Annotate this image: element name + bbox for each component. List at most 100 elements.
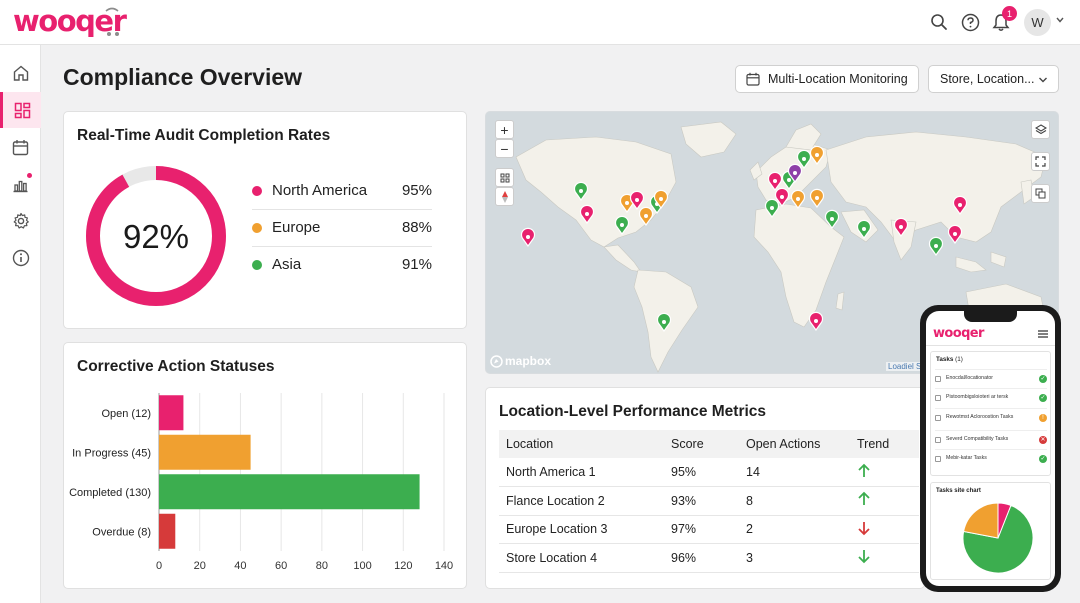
bar-chart-icon	[13, 180, 28, 192]
phone-notch	[964, 311, 1017, 322]
table-row[interactable]: Flance Location 2 93% 8	[499, 486, 919, 516]
corrective-card-title: Corrective Action Statuses	[77, 358, 275, 375]
zoom-in-button[interactable]: +	[495, 120, 514, 139]
audit-donut-chart	[86, 166, 226, 306]
phone-task-item[interactable]: Pistoombigsloioteri ar tersk ✓	[935, 388, 1047, 406]
score-cell: 96%	[664, 543, 739, 573]
store-location-select[interactable]: Store, Location...	[928, 65, 1059, 93]
calendar-icon	[746, 72, 760, 86]
x-tick-label: 0	[156, 560, 162, 572]
error-status-icon: ✕	[1039, 435, 1047, 444]
legend-label: Europe	[272, 219, 321, 236]
map-pin	[629, 190, 645, 211]
calendar-icon	[12, 139, 29, 155]
category-label: Overdue (8)	[92, 526, 151, 538]
trend-cell	[850, 543, 919, 573]
page-title: Compliance Overview	[63, 64, 303, 90]
notification-badge: 1	[1002, 6, 1017, 21]
map-pin	[614, 215, 630, 236]
map-pin	[787, 163, 803, 184]
metrics-card-title: Location-Level Performance Metrics	[499, 403, 767, 420]
bar	[159, 474, 420, 510]
legend-value: 88%	[401, 219, 432, 236]
legend-dot	[252, 222, 262, 233]
map-pin	[809, 145, 825, 166]
pie-slice	[963, 502, 999, 539]
column-header-open-actions[interactable]: Open Actions	[739, 430, 850, 458]
table-row[interactable]: North America 1 95% 14	[499, 458, 919, 487]
task-checkbox[interactable]	[935, 455, 941, 462]
sidebar-item-reports[interactable]	[0, 166, 41, 202]
hamburger-menu-icon[interactable]	[1038, 330, 1048, 338]
mapbox-logo-text: mapbox	[505, 354, 552, 368]
column-header-trend[interactable]: Trend	[850, 430, 919, 458]
map-pin	[656, 312, 672, 333]
x-tick-label: 100	[353, 560, 371, 572]
trend-down-icon	[858, 521, 870, 536]
phone-pie-chart	[962, 502, 1034, 574]
table-row[interactable]: Europe Location 3 97% 2	[499, 515, 919, 544]
avatar[interactable]: W	[1024, 9, 1051, 36]
task-label: Pistoombigsloioteri ar tersk	[946, 393, 1009, 400]
pie-slice	[997, 502, 1012, 539]
x-tick-label: 20	[194, 560, 206, 572]
category-label: In Progress (45)	[72, 447, 151, 459]
compass-icon[interactable]	[495, 187, 514, 206]
task-checkbox[interactable]	[935, 394, 941, 401]
fullscreen-icon[interactable]	[1031, 152, 1050, 171]
fit-bounds-icon[interactable]	[495, 168, 514, 187]
sidebar-item-home[interactable]	[0, 55, 41, 91]
map-attribution[interactable]: Loadiel S	[886, 362, 924, 371]
legend-value: 95%	[401, 182, 432, 199]
table-row[interactable]: Store Location 4 96% 3	[499, 543, 919, 573]
sidebar-item-info[interactable]	[0, 240, 41, 276]
zoom-out-button[interactable]: −	[495, 139, 514, 158]
task-checkbox[interactable]	[935, 375, 941, 382]
phone-wooqer-logo: wooqer	[933, 326, 984, 341]
map-pin	[952, 195, 968, 216]
task-checkbox[interactable]	[935, 436, 941, 443]
map-pin	[638, 206, 654, 227]
score-cell: 97%	[664, 515, 739, 544]
multi-location-monitoring-button[interactable]: Multi-Location Monitoring	[735, 65, 919, 93]
location-map[interactable]: + − mapbox Loadiel S	[485, 111, 1059, 374]
x-tick-label: 60	[275, 560, 287, 572]
map-pin	[520, 227, 536, 248]
trend-down-icon	[858, 550, 870, 564]
world-map[interactable]	[486, 112, 1059, 374]
chevron-down-icon	[1039, 77, 1047, 83]
map-pin	[824, 209, 840, 230]
phone-tasks-panel: Tasks (1) Enocdal/locationator ✓ Pistoom…	[930, 351, 1051, 476]
top-bar: wooqer 1 W	[0, 0, 1080, 45]
column-header-location[interactable]: Location	[499, 430, 664, 458]
phone-task-item[interactable]: Enocdal/locationator ✓	[935, 369, 1047, 387]
trend-up-icon	[858, 463, 870, 477]
phone-task-item[interactable]: Rewotmst Acloroostion Tasks !	[935, 408, 1047, 426]
layers-icon[interactable]	[1031, 120, 1050, 139]
dashboard-icon	[14, 102, 30, 118]
legend-label: Asia	[272, 256, 302, 273]
map-pin	[808, 311, 824, 332]
map-pin	[579, 204, 595, 225]
trend-cell	[850, 515, 919, 544]
phone-task-item[interactable]: Severd Compatibility Tasks ✕	[935, 430, 1047, 448]
sidebar-item-calendar[interactable]	[0, 129, 41, 165]
location-cell: Store Location 4	[499, 543, 664, 573]
mapbox-logo[interactable]: mapbox	[490, 354, 551, 368]
help-icon[interactable]	[959, 11, 981, 33]
monitor-button-label: Multi-Location Monitoring	[768, 72, 908, 86]
legend-divider	[252, 209, 432, 210]
chevron-down-icon[interactable]	[1055, 15, 1065, 25]
sidebar-item-settings[interactable]	[0, 203, 41, 239]
home-icon	[13, 65, 28, 81]
copy-icon[interactable]	[1031, 184, 1050, 203]
column-header-score[interactable]: Score	[664, 430, 739, 458]
warning-status-icon: !	[1039, 413, 1047, 422]
phone-task-item[interactable]: Mebir-katar Tasks ✓	[935, 449, 1047, 467]
search-icon[interactable]	[928, 11, 950, 33]
task-checkbox[interactable]	[935, 414, 941, 421]
sidebar-item-dashboard[interactable]	[0, 92, 41, 128]
info-icon	[12, 249, 29, 267]
phone-mockup: wooqer Tasks (1) Enocdal/locationator ✓ …	[920, 305, 1061, 592]
phone-chart-panel: Tasks site chart	[930, 482, 1051, 580]
